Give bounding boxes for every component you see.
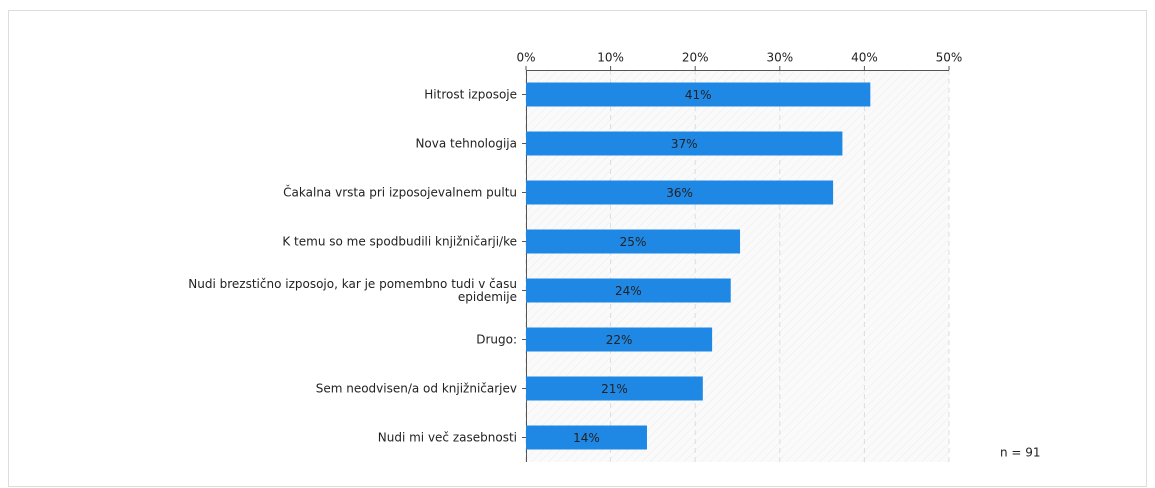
bar — [526, 229, 741, 254]
bar — [526, 376, 703, 401]
x-tick-label: 10% — [597, 51, 624, 65]
x-tick-label: 30% — [766, 51, 793, 65]
x-tick-label: 50% — [936, 51, 963, 65]
bar — [526, 131, 843, 156]
y-tick-label: Nudi brezstično izposojo, kar je pomembn… — [188, 276, 517, 304]
data-label: 36% — [666, 186, 693, 200]
y-tick-label: Hitrost izposoje — [424, 87, 517, 101]
y-tick-label: Drugo: — [476, 332, 517, 346]
data-label: 21% — [601, 382, 628, 396]
y-tick-label: Nova tehnologija — [415, 136, 517, 150]
y-tick-label: Nudi mi več zasebnosti — [377, 430, 517, 444]
bar — [526, 278, 731, 303]
data-label: 37% — [671, 137, 698, 151]
x-tick-label: 20% — [682, 51, 709, 65]
y-tick-label: K temu so me spodbudili knjižničarji/ke — [282, 234, 517, 248]
bar — [526, 327, 713, 352]
data-label: 22% — [606, 333, 633, 347]
data-label: 25% — [620, 235, 647, 249]
plot-area — [526, 70, 949, 462]
data-label: 14% — [573, 431, 600, 445]
bar — [526, 82, 871, 107]
x-tick-label: 0% — [516, 51, 535, 65]
y-tick-label: Sem neodvisen/a od knjižničarjev — [315, 381, 517, 395]
frame — [8, 10, 1147, 487]
bar — [526, 425, 647, 450]
y-tick-label: Čakalna vrsta pri izposojevalnem pultu — [283, 185, 517, 199]
annotation: n = 91 — [1000, 446, 1041, 460]
data-label: 41% — [685, 88, 712, 102]
data-label: 24% — [615, 284, 642, 298]
x-tick-label: 40% — [851, 51, 878, 65]
bar — [526, 180, 834, 205]
